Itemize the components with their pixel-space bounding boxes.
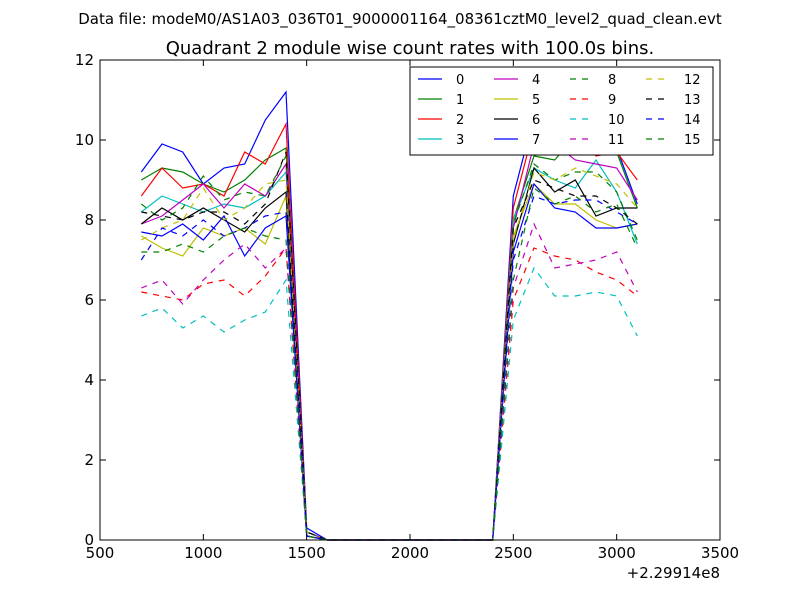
legend-label-4: 4	[532, 73, 540, 88]
series-line-1	[140, 135, 638, 541]
series-line-6	[140, 166, 638, 541]
x-tick-label: 2500	[494, 544, 532, 562]
series-line-15	[141, 186, 638, 541]
legend-label-10: 10	[608, 113, 625, 128]
x-tick-label: 1500	[288, 544, 326, 562]
x-offset-label: +2.29914e8	[627, 564, 720, 582]
legend-label-0: 0	[456, 73, 464, 88]
series-line-12	[140, 167, 638, 541]
series-line-11	[141, 222, 638, 541]
series-line-14	[140, 195, 638, 541]
y-tick-label: 2	[84, 451, 94, 469]
legend-label-6: 6	[532, 113, 540, 128]
series-line-0	[140, 90, 638, 541]
series-line-13	[141, 151, 638, 541]
legend-label-5: 5	[532, 93, 540, 108]
y-tick-label: 8	[84, 211, 94, 229]
series-line-8	[140, 153, 638, 541]
legend-label-12: 12	[684, 73, 701, 88]
series-line-5	[140, 182, 638, 541]
series-line-10	[141, 266, 638, 541]
chart-title: Quadrant 2 module wise count rates with …	[166, 38, 655, 59]
y-tick-label: 12	[75, 51, 94, 69]
legend-label-7: 7	[532, 133, 540, 148]
x-tick-label: 3500	[701, 544, 739, 562]
legend-label-13: 13	[684, 93, 701, 108]
legend-label-3: 3	[456, 133, 464, 148]
series-line-9	[141, 246, 638, 541]
legend-frame	[409, 66, 714, 156]
y-tick-label: 10	[75, 131, 94, 149]
legend-label-2: 2	[456, 113, 464, 128]
x-tick-label: 2000	[391, 544, 429, 562]
legend-label-15: 15	[684, 133, 701, 148]
data-file-title: Data file: modeM0/AS1A03_036T01_90000011…	[78, 10, 722, 29]
y-tick-label: 0	[84, 531, 94, 549]
series-line-7	[141, 182, 638, 541]
y-tick-label: 6	[84, 291, 94, 309]
series-layer	[140, 90, 638, 541]
legend-label-8: 8	[608, 73, 616, 88]
legend-label-1: 1	[456, 93, 464, 108]
x-tick-label: 3000	[598, 544, 636, 562]
series-line-3	[140, 158, 638, 541]
x-tick-label: 1000	[184, 544, 222, 562]
legend-label-11: 11	[608, 133, 625, 148]
y-tick-label: 4	[84, 371, 94, 389]
series-line-2	[140, 121, 638, 541]
legend-label-14: 14	[684, 113, 701, 128]
legend-label-9: 9	[608, 93, 616, 108]
x-tick-label: 500	[86, 544, 115, 562]
